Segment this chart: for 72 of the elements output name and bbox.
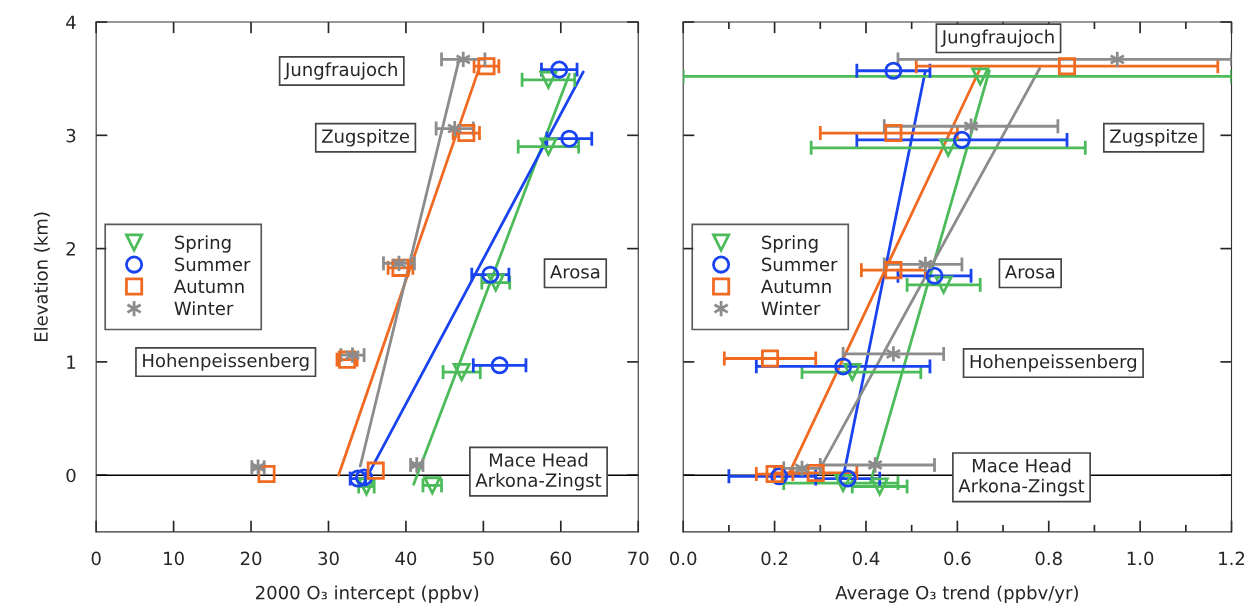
point	[1057, 57, 1077, 76]
x-axis-title: Average O₃ trend (ppbv/yr)	[835, 585, 1078, 603]
legend-label: Autumn	[760, 279, 831, 294]
annotation: Jungfraujoch	[284, 62, 397, 80]
point	[970, 67, 990, 88]
x-tick-label: 70	[628, 551, 649, 566]
y-axis-title: Elevation (km)	[33, 212, 50, 342]
point	[884, 124, 903, 143]
x-tick-label: 10	[164, 551, 184, 566]
y-tick-label: 1	[67, 355, 76, 369]
x-tick-label: 40	[395, 551, 417, 566]
x-tick-label: 1.0	[1127, 551, 1154, 566]
annotation: Jungfraujoch	[940, 29, 1054, 48]
x-tick-label: 60	[550, 551, 572, 566]
x-tick-label: 1.2	[1219, 551, 1245, 565]
x-tick-label: 20	[240, 551, 262, 566]
annotation: Arosa	[1004, 265, 1055, 279]
legend-label: Autumn	[173, 279, 244, 294]
point	[870, 477, 889, 496]
point	[838, 469, 857, 488]
point	[1109, 50, 1126, 69]
point	[834, 357, 853, 376]
x-tick-label: 30	[318, 551, 339, 566]
x-tick-label: 0.2	[761, 551, 788, 566]
y-tick-label: 2	[66, 242, 75, 256]
point	[490, 356, 509, 375]
point	[794, 459, 811, 478]
point	[550, 60, 569, 79]
point	[486, 273, 505, 292]
y-tick-label: 0	[66, 468, 76, 483]
point	[560, 129, 579, 148]
legend-label: Summer	[762, 257, 838, 272]
annotation: Zugspitze	[1110, 129, 1198, 147]
y-tick-label: 3	[66, 128, 76, 143]
point	[884, 61, 903, 80]
point	[885, 344, 902, 363]
legend-label: Spring	[175, 235, 231, 253]
y-tick-label: 4	[66, 15, 76, 29]
point	[917, 255, 934, 274]
point	[963, 117, 980, 136]
x-tick-label: 0	[91, 551, 101, 566]
x-tick-label: 0.6	[944, 551, 971, 566]
point	[925, 266, 944, 285]
point	[952, 130, 971, 149]
annotation: Mace Head Arkona-Zingst	[958, 458, 1085, 497]
annotation: Zugspitze	[321, 129, 410, 147]
point	[760, 349, 780, 368]
x-axis-title: 2000 O₃ intercept (ppbv)	[256, 585, 479, 603]
x-tick-label: 50	[473, 551, 494, 566]
point	[867, 455, 884, 475]
point	[446, 119, 463, 138]
legend-label: Winter	[174, 301, 234, 316]
legend-label: Spring	[762, 235, 818, 253]
point	[765, 465, 784, 484]
point	[539, 137, 558, 156]
legend-label: Winter	[761, 301, 821, 316]
x-tick-label: 0.4	[852, 551, 880, 566]
annotation: Hohenpeissenberg	[970, 354, 1137, 372]
legend-label: Summer	[175, 257, 251, 272]
point	[477, 57, 496, 76]
point	[366, 461, 385, 480]
x-tick-label: 0.0	[670, 551, 697, 566]
annotation: Mace Head Arkona-Zingst	[475, 452, 602, 491]
point	[455, 50, 472, 69]
x-tick-label: 0.8	[1035, 551, 1062, 566]
point	[481, 265, 500, 284]
point	[344, 346, 361, 365]
point	[390, 254, 407, 273]
point	[884, 261, 903, 280]
point	[452, 363, 471, 382]
annotation: Hohenpeissenberg	[143, 353, 309, 371]
annotation: Arosa	[550, 265, 600, 279]
